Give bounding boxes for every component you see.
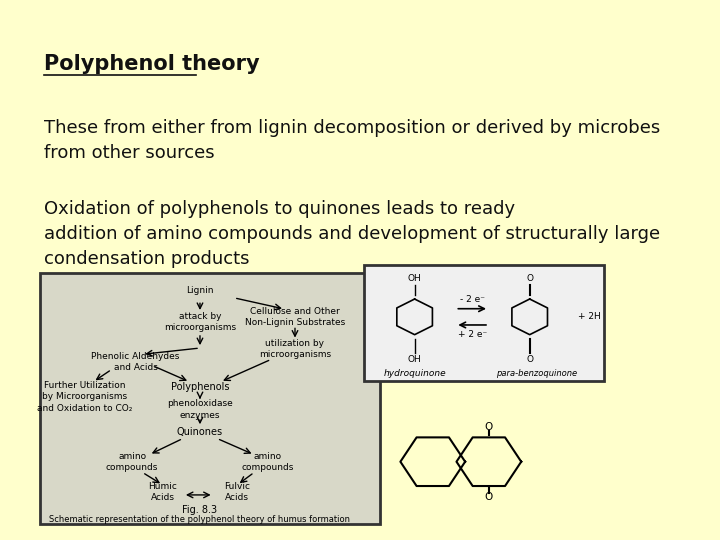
Text: O: O	[485, 422, 493, 431]
Text: Cellulose and Other
Non-Lignin Substrates: Cellulose and Other Non-Lignin Substrate…	[245, 307, 345, 327]
Text: + 2 e⁻: + 2 e⁻	[457, 330, 487, 339]
Text: Lignin: Lignin	[186, 286, 214, 295]
Text: Fig. 8.3: Fig. 8.3	[182, 505, 217, 515]
Text: O: O	[526, 274, 534, 283]
Text: phenoloxidase
enzymes: phenoloxidase enzymes	[167, 400, 233, 420]
Text: O: O	[485, 492, 493, 502]
Text: Humic
Acids: Humic Acids	[148, 482, 177, 502]
Text: amino
compounds: amino compounds	[242, 452, 294, 472]
Text: These from either from lignin decomposition or derived by microbes
from other so: These from either from lignin decomposit…	[44, 119, 660, 162]
Text: - 2 e⁻: - 2 e⁻	[459, 295, 485, 304]
Text: utilization by
microorganisms: utilization by microorganisms	[259, 339, 331, 359]
FancyBboxPatch shape	[364, 265, 604, 381]
Text: Polyphenol theory: Polyphenol theory	[44, 54, 259, 74]
Text: attack by
microorganisms: attack by microorganisms	[164, 312, 236, 332]
Text: amino
compounds: amino compounds	[106, 452, 158, 472]
Text: O: O	[526, 355, 534, 364]
Text: Quinones: Quinones	[177, 427, 223, 437]
Text: para-benzoquinone: para-benzoquinone	[496, 369, 577, 378]
Text: Further Utilization
by Microorganisms
and Oxidation to CO₂: Further Utilization by Microorganisms an…	[37, 381, 132, 413]
Text: hydroquinone: hydroquinone	[383, 369, 446, 378]
Text: Phenolic Aldehydes
and Acids: Phenolic Aldehydes and Acids	[91, 352, 180, 372]
Text: OH: OH	[408, 355, 421, 364]
Text: Schematic representation of the polyphenol theory of humus formation: Schematic representation of the polyphen…	[50, 515, 351, 524]
Text: OH: OH	[408, 274, 421, 283]
Text: Oxidation of polyphenols to quinones leads to ready
addition of amino compounds : Oxidation of polyphenols to quinones lea…	[44, 200, 660, 268]
Text: + 2H: + 2H	[578, 312, 601, 321]
FancyBboxPatch shape	[40, 273, 380, 524]
Text: Fulvic
Acids: Fulvic Acids	[225, 482, 251, 502]
Text: Polyphenols: Polyphenols	[171, 382, 229, 392]
